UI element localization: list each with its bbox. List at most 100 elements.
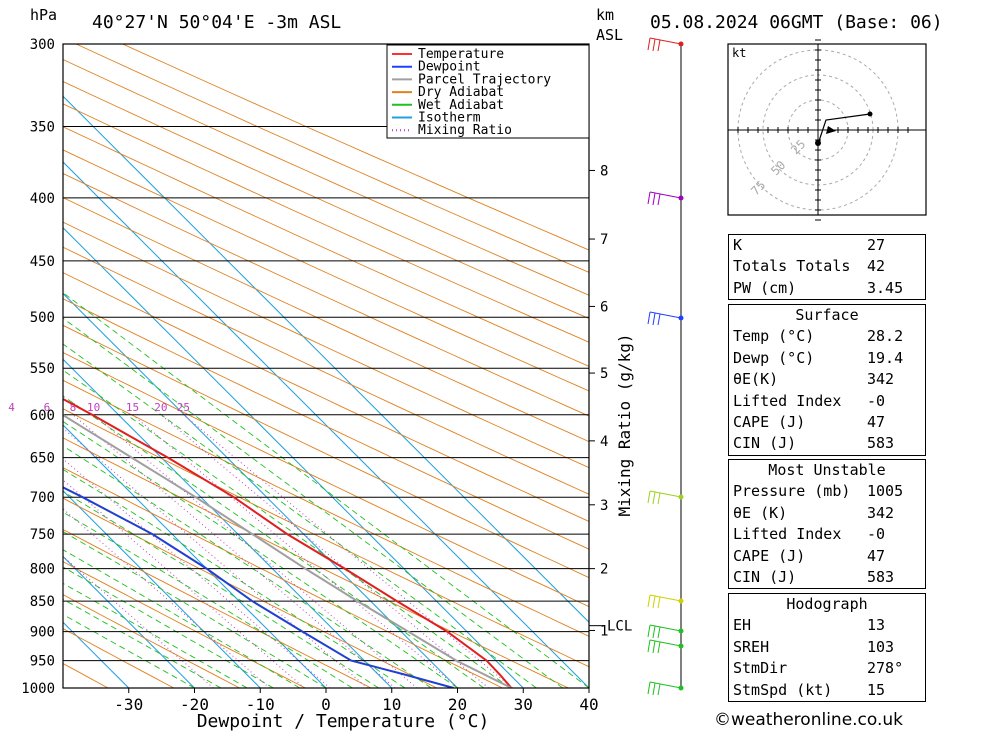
eh-label: EH (733, 616, 752, 635)
mu-li-label: Lifted Index (733, 525, 842, 544)
pw-value: 3.45 (867, 278, 904, 297)
pressure-tick-label: 300 (30, 37, 55, 53)
pressure-tick-label: 750 (30, 527, 55, 543)
temperature-axis: -30 -20 -10 0 10 20 30 40 (114, 688, 599, 714)
stmdir-value: 278° (867, 659, 904, 678)
mu-pressure-value: 1005 (867, 482, 904, 501)
series-temperature (63, 397, 513, 688)
eh-value: 13 (867, 616, 886, 635)
mixing-ratio-tick-label: 10 (87, 401, 100, 414)
most-unstable-title: Most Unstable (768, 461, 886, 479)
mixing-ratio-line (132, 414, 459, 688)
isotherm-line (63, 292, 458, 688)
mixing-ratio-labels: 12346810152025 (8, 401, 190, 414)
wet-adiabat-line (63, 490, 379, 688)
wet-adiabat-line (63, 566, 274, 688)
temperature-tick-label: 0 (321, 695, 331, 714)
lcl-label: LCL (607, 619, 632, 635)
surface-cape-value: 47 (867, 412, 886, 431)
mixing-ratio-line (72, 414, 396, 688)
pressure-tick-label: 600 (30, 408, 55, 424)
wet-adiabat-line (63, 511, 353, 688)
surface-dewp-label: Dewp (°C) (733, 348, 815, 367)
legend-entry: Dewpoint (418, 60, 481, 75)
hodograph-unit-label: kt (732, 46, 746, 60)
pressure-tick-label: 700 (30, 490, 55, 506)
temperature-tick-label: -10 (246, 695, 275, 714)
height-tick-label: 1 (600, 623, 608, 639)
x-axis-label: Dewpoint / Temperature (°C) (197, 711, 490, 732)
pressure-tick-label: 450 (30, 254, 55, 270)
mixing-ratio-tick-label: 25 (177, 401, 190, 414)
most-unstable-panel: Most Unstable Pressure (mb) 1005 θE (K) 34… (728, 459, 926, 590)
wind-barb (647, 311, 682, 326)
sreh-value: 103 (867, 637, 895, 656)
isobar-lines (63, 43, 589, 689)
mixing-ratio-axis-label: Mixing Ratio (g/kg) (615, 333, 634, 516)
wet-adiabat-line (63, 343, 537, 688)
mixing-ratio-tick-label: 8 (70, 401, 77, 414)
dry-adiabat-line (63, 528, 372, 688)
mixing-ratio-line (93, 414, 418, 688)
mixing-ratio-line (183, 414, 513, 688)
stmspd-value: 15 (867, 680, 886, 699)
wet-adiabat-line (63, 317, 563, 688)
legend-entry: Mixing Ratio (418, 123, 512, 138)
pressure-tick-label: 350 (30, 119, 55, 135)
surface-panel: Surface Temp (°C) 28.2 Dewp (°C) 19.4 θE(K… (728, 304, 926, 456)
height-tick-label: 8 (600, 163, 608, 179)
surface-title: Surface (795, 306, 859, 324)
wind-barb (647, 639, 682, 654)
hodograph-stats-panel: Hodograph EH 13 SREH 103 StmDir 278° StmSpd… (728, 593, 926, 702)
pressure-tick-label: 650 (30, 451, 55, 467)
dry-adiabat-line (63, 197, 589, 443)
sreh-label: SREH (733, 637, 770, 656)
pressure-tick-label: 550 (30, 361, 55, 377)
mu-theta-label: θE (K) (733, 503, 788, 522)
mu-theta-value: 342 (867, 503, 895, 522)
stmspd-label: StmSpd (kt) (733, 680, 833, 699)
mixing-ratio-tick-label: 6 (44, 401, 51, 414)
k-label: K (733, 236, 743, 254)
series-parcel-trajectory (63, 413, 512, 688)
height-tick-label: 4 (600, 434, 608, 450)
surface-cin-value: 583 (867, 434, 895, 453)
legend-entry: Temperature (418, 47, 504, 62)
surface-cape-label: CAPE (J) (733, 412, 806, 431)
temperature-tick-label: -30 (114, 695, 143, 714)
mixing-ratio-line (63, 458, 331, 688)
legend-entry: Isotherm (418, 111, 481, 126)
dry-adiabat-line (63, 324, 589, 579)
mixing-ratio-line (160, 414, 489, 688)
surface-cin-label: CIN (J) (733, 434, 797, 453)
pressure-tick-label: 850 (30, 594, 55, 610)
wet-adiabat-line (63, 395, 485, 688)
mu-pressure-label: Pressure (mb) (733, 482, 851, 501)
dry-adiabat-line (63, 172, 589, 417)
pressure-tick-label: 500 (30, 310, 55, 326)
location-title: 40°27'N 50°04'E -3m ASL (92, 12, 341, 33)
dry-adiabat-line (63, 628, 175, 688)
surface-li-label: Lifted Index (733, 391, 842, 410)
pressure-tick-label: 900 (30, 625, 55, 641)
credit-text: ©weatheronline.co.uk (714, 710, 904, 730)
wind-barb (647, 594, 682, 609)
mu-cin-value: 583 (867, 567, 895, 586)
mu-cape-value: 47 (867, 546, 886, 565)
mixing-ratio-line (63, 508, 270, 688)
stmdir-label: StmDir (733, 659, 788, 678)
dry-adiabat-line (63, 126, 589, 367)
wet-adiabat-line (63, 549, 300, 688)
surface-theta-value: 342 (867, 370, 895, 389)
surface-temp-label: Temp (°C) (733, 327, 815, 346)
wet-adiabat-line (63, 369, 511, 688)
mixing-ratio-tick-label: 15 (126, 401, 139, 414)
mixing-ratio-tick-label: 4 (8, 401, 15, 414)
mu-cape-label: CAPE (J) (733, 546, 806, 565)
height-tick-label: 7 (600, 232, 608, 248)
hodograph-point (867, 111, 873, 117)
wind-barb (647, 490, 682, 505)
dry-adiabat-line (63, 594, 240, 688)
dry-adiabat-line (63, 103, 589, 343)
